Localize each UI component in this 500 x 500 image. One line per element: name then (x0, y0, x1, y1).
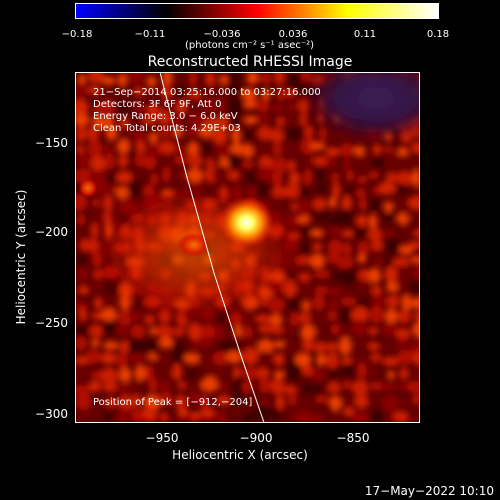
x-tick-label: −850 (336, 431, 370, 445)
x-tick-label: −900 (239, 431, 273, 445)
y-tick-label: −300 (35, 407, 68, 421)
info-energy: Energy Range: 3.0 − 6.0 keV (93, 111, 238, 122)
timestamp-footer: 17−May−2022 10:10 (364, 484, 494, 498)
colorbar-gradient (76, 4, 438, 18)
y-tick-label: −250 (35, 316, 68, 330)
solar-limb-line (159, 73, 265, 422)
colorbar-tick: −0.036 (203, 29, 241, 40)
colorbar-tick: 0.036 (278, 29, 308, 40)
y-tick-label: −200 (35, 225, 68, 239)
info-time-range: 21−Sep−2014 03:25:16.000 to 03:27:16.000 (93, 87, 321, 98)
colorbar-units: (photons cm⁻² s⁻¹ asec⁻²) (185, 40, 315, 51)
y-tick-label: −150 (35, 136, 68, 150)
colorbar-tick: 0.11 (353, 29, 377, 40)
colorbar-tick: 0.18 (426, 29, 450, 40)
info-peak-position: Position of Peak = [−912,−204] (93, 397, 253, 408)
info-method: Clean Total counts: 4.29E+03 (93, 123, 241, 134)
x-axis-label: Heliocentric X (arcsec) (172, 448, 308, 462)
chart-title: Reconstructed RHESSI Image (147, 54, 353, 70)
colorbar-tick: −0.18 (61, 29, 93, 40)
heatmap-image (76, 73, 419, 422)
peak-source (218, 196, 275, 249)
colorbar (75, 3, 439, 19)
info-detectors: Detectors: 3F 6F 9F, Att 0 (93, 99, 222, 110)
x-tick-label: −950 (145, 431, 179, 445)
y-axis-label: Heliocentric Y (arcsec) (14, 189, 28, 325)
plot-area (75, 72, 420, 423)
colorbar-tick: −0.11 (134, 29, 166, 40)
